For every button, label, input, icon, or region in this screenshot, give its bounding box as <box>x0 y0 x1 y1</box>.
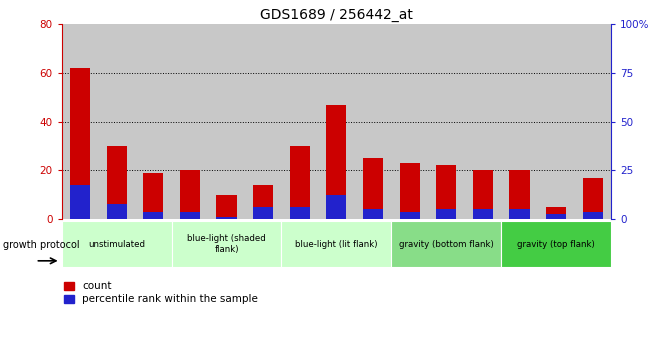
Legend: count, percentile rank within the sample: count, percentile rank within the sample <box>64 281 258 304</box>
Bar <box>290 146 310 219</box>
Bar <box>107 146 127 219</box>
Bar <box>575 24 611 219</box>
Bar <box>208 24 245 219</box>
Text: growth protocol: growth protocol <box>3 240 80 250</box>
Bar <box>70 68 90 219</box>
Bar <box>253 207 273 219</box>
Bar <box>290 207 310 219</box>
Bar <box>172 221 281 267</box>
Bar <box>143 173 163 219</box>
Bar <box>436 209 456 219</box>
Bar <box>135 24 172 219</box>
Bar <box>538 24 575 219</box>
Bar <box>143 212 163 219</box>
Bar <box>281 24 318 219</box>
Bar <box>400 163 420 219</box>
Bar <box>62 221 172 267</box>
Text: unstimulated: unstimulated <box>88 239 145 249</box>
Bar <box>391 221 501 267</box>
Bar <box>107 205 127 219</box>
Bar <box>391 24 428 219</box>
Bar <box>363 209 383 219</box>
Bar <box>180 170 200 219</box>
Text: blue-light (shaded
flank): blue-light (shaded flank) <box>187 234 266 254</box>
Bar <box>510 170 530 219</box>
Bar <box>400 212 420 219</box>
Bar <box>465 24 501 219</box>
Bar <box>436 166 456 219</box>
Bar <box>510 209 530 219</box>
Bar <box>501 221 611 267</box>
Bar <box>473 209 493 219</box>
Bar <box>363 158 383 219</box>
Text: gravity (top flank): gravity (top flank) <box>517 239 595 249</box>
Bar <box>62 24 98 219</box>
Bar <box>216 195 237 219</box>
Bar <box>180 212 200 219</box>
Bar <box>98 24 135 219</box>
Bar <box>501 24 538 219</box>
Bar <box>355 24 391 219</box>
Text: gravity (bottom flank): gravity (bottom flank) <box>399 239 493 249</box>
Text: blue-light (lit flank): blue-light (lit flank) <box>295 239 378 249</box>
Bar <box>70 185 90 219</box>
Bar <box>546 214 566 219</box>
Bar <box>216 217 237 219</box>
Bar <box>582 178 603 219</box>
Bar <box>326 195 346 219</box>
Bar <box>172 24 208 219</box>
Bar <box>245 24 281 219</box>
Bar <box>326 105 346 219</box>
Title: GDS1689 / 256442_at: GDS1689 / 256442_at <box>260 8 413 22</box>
Bar <box>428 24 465 219</box>
Bar <box>582 212 603 219</box>
Bar <box>318 24 355 219</box>
Bar <box>253 185 273 219</box>
Bar <box>473 170 493 219</box>
Bar <box>546 207 566 219</box>
Bar <box>281 221 391 267</box>
